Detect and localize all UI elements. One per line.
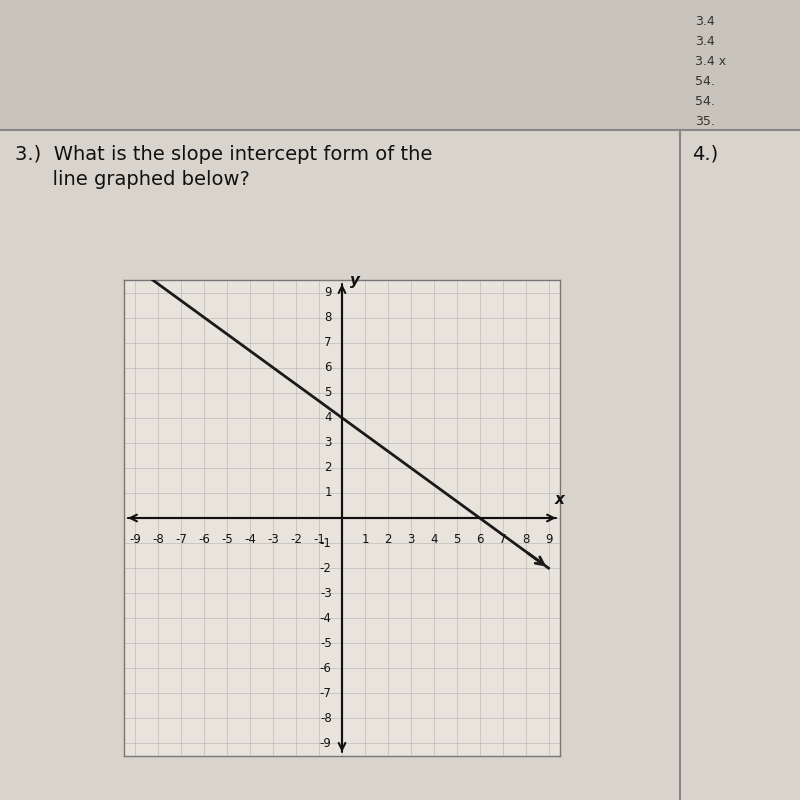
Text: 7: 7 [324, 336, 332, 349]
Text: -3: -3 [320, 586, 332, 600]
Text: 2: 2 [384, 533, 392, 546]
Text: 7: 7 [499, 533, 506, 546]
Text: 2: 2 [324, 462, 332, 474]
Text: -1: -1 [313, 533, 325, 546]
Text: 4.): 4.) [692, 145, 718, 164]
Text: 4: 4 [430, 533, 438, 546]
Text: 1: 1 [361, 533, 369, 546]
Text: -6: -6 [320, 662, 332, 675]
Text: -5: -5 [320, 637, 332, 650]
Bar [0, 0, 800, 130]
Text: -7: -7 [175, 533, 187, 546]
Text: 5: 5 [324, 386, 332, 399]
Text: -8: -8 [153, 533, 164, 546]
Text: 4: 4 [324, 411, 332, 424]
Text: -8: -8 [320, 712, 332, 725]
Text: 3: 3 [407, 533, 414, 546]
Text: 3.)  What is the slope intercept form of the: 3.) What is the slope intercept form of … [15, 145, 432, 164]
Text: 3.4: 3.4 [695, 35, 714, 48]
Text: 3.4 x: 3.4 x [695, 55, 726, 68]
Text: -5: -5 [222, 533, 233, 546]
Text: 54.: 54. [695, 75, 715, 88]
Text: 35.: 35. [695, 115, 715, 128]
Text: line graphed below?: line graphed below? [15, 170, 250, 189]
Text: -1: -1 [320, 537, 332, 550]
Text: 3: 3 [324, 436, 332, 450]
Text: -9: -9 [320, 737, 332, 750]
Text: 9: 9 [324, 286, 332, 299]
Text: -7: -7 [320, 687, 332, 700]
Text: x: x [555, 492, 565, 506]
Text: -9: -9 [130, 533, 142, 546]
Text: 8: 8 [324, 311, 332, 324]
Text: -6: -6 [198, 533, 210, 546]
Text: 3.4: 3.4 [695, 15, 714, 28]
Text: -3: -3 [267, 533, 279, 546]
Text: 6: 6 [324, 361, 332, 374]
Text: 1: 1 [324, 486, 332, 499]
Text: 9: 9 [545, 533, 552, 546]
Text: 8: 8 [522, 533, 530, 546]
Text: 5: 5 [453, 533, 461, 546]
Text: -2: -2 [320, 562, 332, 574]
Text: -2: -2 [290, 533, 302, 546]
Text: 54.: 54. [695, 95, 715, 108]
Text: -4: -4 [320, 612, 332, 625]
Text: 6: 6 [476, 533, 483, 546]
Text: y: y [350, 273, 360, 287]
Text: -4: -4 [244, 533, 256, 546]
